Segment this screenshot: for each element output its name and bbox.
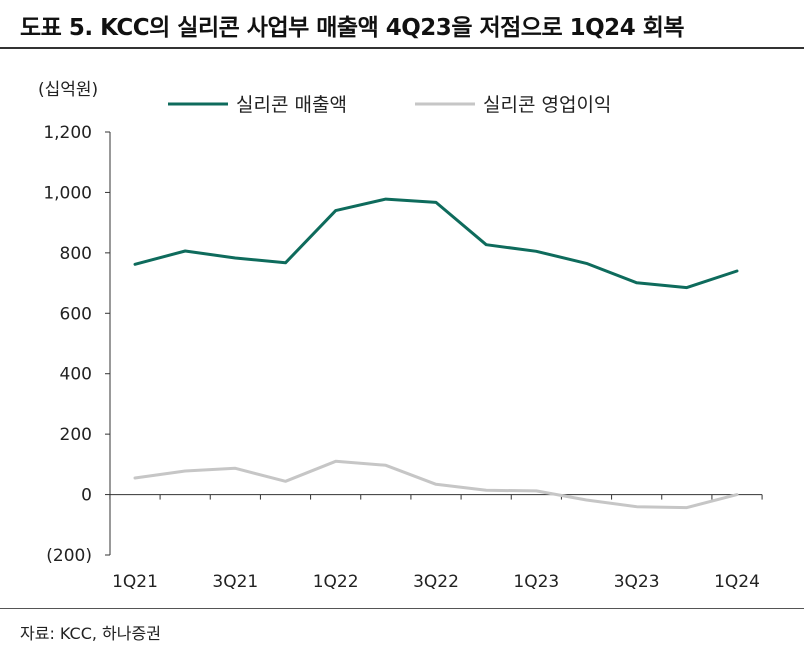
chart-title: 도표 5. KCC의 실리콘 사업부 매출액 4Q23을 저점으로 1Q24 회… [20, 15, 685, 41]
y-tick-label: 1,000 [43, 183, 92, 203]
x-tick-label: 1Q24 [714, 572, 760, 592]
y-tick-label: 0 [81, 486, 92, 506]
x-tick-label: 1Q22 [313, 572, 359, 592]
y-unit-label: (십억원) [38, 80, 98, 100]
legend-label: 실리콘 매출액 [236, 94, 347, 116]
legend-label: 실리콘 영업이익 [483, 94, 611, 116]
x-tick-label: 3Q23 [614, 572, 660, 592]
line-chart: (200) 0 200 400 600 800 1,000 1,200 1Q21 3Q21 1Q22… [38, 80, 763, 592]
source-divider [0, 608, 804, 609]
x-tick-label: 1Q21 [112, 572, 158, 592]
y-tick-label: 800 [60, 244, 92, 264]
x-tick-label: 3Q21 [212, 572, 258, 592]
x-tick-label: 1Q23 [513, 572, 559, 592]
series-line-sales [133, 197, 739, 290]
series-line-operating-profit [133, 459, 739, 510]
series-lines [133, 197, 739, 510]
y-tick-label: 1,200 [43, 123, 92, 143]
x-tick-label: 3Q22 [413, 572, 459, 592]
y-tick-label: 200 [60, 425, 92, 445]
source-note: 자료: KCC, 하나증권 [20, 624, 161, 643]
axes: (200) 0 200 400 600 800 1,000 1,200 1Q21 3Q21 1Q22… [38, 80, 763, 592]
legend: 실리콘 매출액 실리콘 영업이익 [168, 94, 611, 116]
y-tick-label: (200) [46, 546, 92, 566]
title-divider [0, 47, 804, 49]
y-tick-label: 400 [60, 365, 92, 385]
y-tick-label: 600 [60, 304, 92, 324]
